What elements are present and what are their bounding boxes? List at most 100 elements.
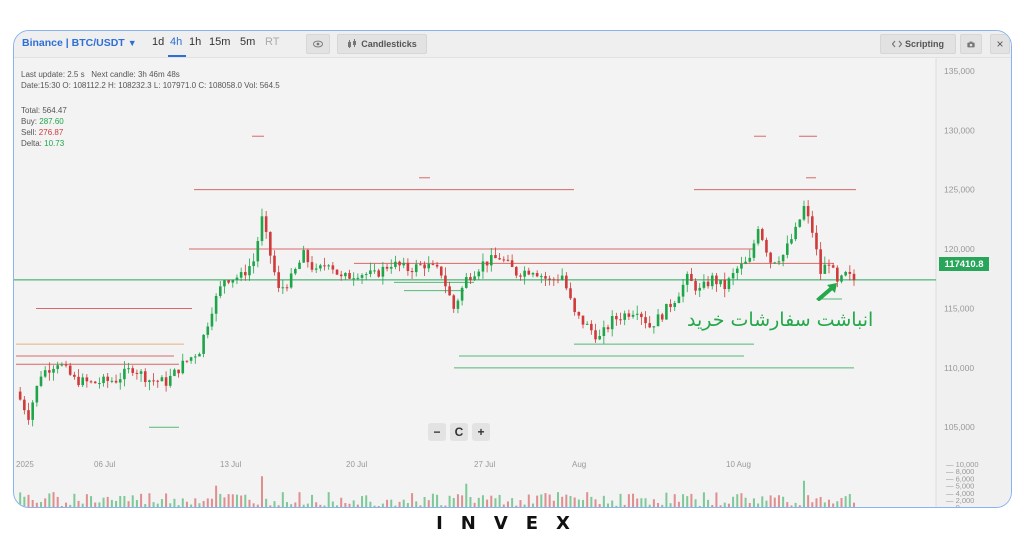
volume-bar — [440, 505, 443, 507]
volume-bar — [577, 499, 580, 507]
volume-bar — [60, 505, 63, 507]
volume-tick-label: — 0 — [946, 503, 960, 508]
volume-bar — [486, 499, 489, 507]
zoom-out-button[interactable]: − — [428, 423, 446, 441]
reset-zoom-button[interactable]: C — [450, 423, 468, 441]
timeframe-1h[interactable]: 1h — [189, 36, 202, 48]
candle-body — [448, 286, 451, 296]
candle-body — [819, 249, 822, 274]
candle-body — [294, 268, 297, 274]
volume-bar — [761, 496, 764, 507]
scripting-button[interactable]: Scripting — [880, 34, 956, 54]
volume-bar — [23, 496, 26, 507]
timeframe-15m[interactable]: 15m — [209, 36, 231, 48]
volume-bar — [548, 494, 551, 507]
volume-bar — [415, 501, 418, 507]
price-tick-label: 135,000 — [944, 66, 975, 76]
candle-body — [344, 272, 347, 277]
close-icon: × — [996, 37, 1004, 51]
candle-body — [398, 261, 401, 266]
volume-bar — [719, 505, 722, 507]
volume-bar — [281, 492, 284, 507]
volume-bar — [461, 495, 464, 507]
candle-body — [773, 262, 777, 264]
timeframe-rt[interactable]: RT — [265, 36, 280, 48]
time-tick-label: 13 Jul — [220, 460, 242, 469]
volume-bar — [52, 492, 55, 507]
volume-bar — [215, 485, 218, 507]
time-tick-label: 20 Jul — [346, 460, 368, 469]
candle-body — [473, 276, 476, 281]
candle-body — [68, 365, 72, 375]
candle-body — [456, 300, 460, 309]
candle-body — [39, 376, 43, 386]
candle-body — [794, 226, 797, 240]
volume-tick-label: — 2,000 — [946, 496, 974, 505]
volume-bar — [748, 502, 751, 507]
candle-body — [98, 383, 101, 385]
candle-body — [827, 264, 831, 266]
zoom-in-button[interactable]: + — [472, 423, 490, 441]
volume-bar — [640, 498, 643, 507]
candle-body — [60, 364, 64, 366]
volume-bar — [156, 503, 159, 507]
close-button[interactable]: × — [990, 34, 1010, 54]
volume-bar — [732, 496, 735, 507]
candle-body — [244, 272, 247, 276]
candle-body — [319, 265, 322, 269]
volume-bar — [169, 503, 172, 507]
volume-bar — [173, 498, 176, 507]
candle-body — [348, 272, 351, 279]
candlesticks-button[interactable]: Candlesticks — [337, 34, 427, 54]
volume-bar — [444, 505, 447, 507]
time-tick-label: 2025 — [16, 460, 34, 469]
volume-bar — [356, 504, 359, 507]
delta-value: 10.73 — [44, 139, 65, 148]
candle-body — [719, 279, 722, 285]
candle-body — [227, 280, 230, 283]
time-tick-label: Aug — [572, 460, 586, 469]
candle-body — [510, 260, 514, 268]
volume-bar — [802, 480, 805, 507]
volume-bar — [194, 498, 197, 507]
screenshot-button[interactable] — [960, 34, 982, 54]
exchange-label: Binance | BTC/USDT — [22, 37, 125, 49]
volume-bar — [210, 498, 213, 507]
time-tick-label: 10 Aug — [726, 460, 751, 469]
candle-body — [523, 270, 526, 277]
timeframe-5m[interactable]: 5m — [240, 36, 256, 48]
volume-bar — [586, 492, 589, 507]
volume-bar — [361, 496, 364, 507]
price-chart[interactable]: 135,000 130,000 125,000 120,000 115,000 110,0… — [14, 31, 1012, 508]
candle-body — [656, 314, 660, 327]
volume-bar — [56, 496, 59, 507]
volume-bar — [373, 505, 376, 507]
candle-body — [127, 368, 130, 370]
candle-body — [381, 266, 385, 277]
volume-bar — [715, 492, 718, 507]
visibility-button[interactable] — [306, 34, 330, 54]
volume-bar — [90, 496, 93, 507]
volume-bar — [627, 494, 630, 507]
volume-bar — [807, 495, 810, 507]
volume-bar — [294, 502, 297, 507]
volume-bar — [819, 496, 822, 507]
info-line-1: Last update: 2.5 s Next candle: 3h 46m 4… — [21, 69, 180, 80]
candle-body — [798, 219, 802, 227]
code-icon — [891, 40, 902, 48]
candle-body — [331, 265, 335, 270]
candle-body — [485, 261, 489, 266]
volume-bar — [81, 503, 84, 507]
volume-bar — [494, 498, 497, 507]
volume-bar — [298, 492, 301, 507]
candle-body — [577, 311, 581, 316]
candle-body — [135, 372, 139, 374]
candle-body — [427, 263, 431, 269]
timeframe-4h[interactable]: 4h — [170, 36, 183, 48]
volume-bar — [677, 501, 680, 507]
exchange-selector[interactable]: Binance | BTC/USDT ▼ — [22, 37, 137, 49]
candle-body — [540, 276, 543, 278]
candle-body — [506, 259, 510, 261]
volume-tick-label: — 4,000 — [946, 489, 974, 498]
timeframe-1d[interactable]: 1d — [152, 36, 165, 48]
